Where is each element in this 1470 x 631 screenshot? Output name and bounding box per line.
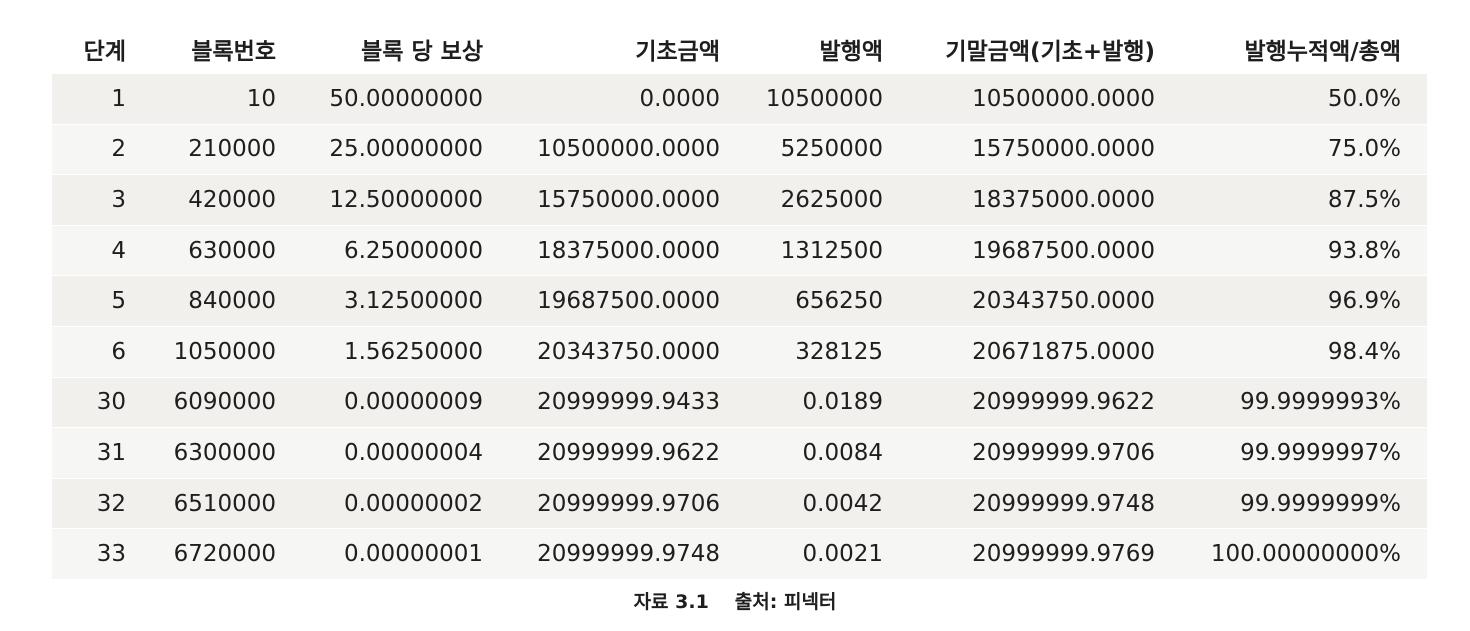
- table-row: 5 840000 3.12500000 19687500.0000 656250 2034…: [52, 275, 1427, 327]
- table-cell: 30: [52, 376, 134, 428]
- table-cell: 656250: [728, 275, 891, 327]
- table-cell: 99.9999997%: [1165, 427, 1427, 479]
- table-cell: 0.00000004: [284, 427, 491, 479]
- table-cell: 1: [52, 73, 134, 125]
- table-cell: 32: [52, 477, 134, 529]
- header-cell: 블록 당 보상: [361, 38, 483, 65]
- table-cell: 0.0000: [491, 73, 728, 125]
- table-cell: 6300000: [134, 427, 284, 479]
- table-cell: 25.00000000: [284, 123, 491, 175]
- table-cell: 20999999.9622: [491, 427, 728, 479]
- table-cell: 6090000: [134, 376, 284, 428]
- caption-label: 자료 3.1: [633, 591, 709, 613]
- table-row: 33 6720000 0.00000001 20999999.9748 0.0021 20…: [52, 528, 1427, 579]
- table-row: 30 6090000 0.00000009 20999999.9433 0.0189 20…: [52, 376, 1427, 428]
- header-cell: 기말금액(기초+발행): [945, 38, 1155, 65]
- table-row: 6 1050000 1.56250000 20343750.0000 328125 206…: [52, 325, 1427, 378]
- table-cell: 93.8%: [1165, 224, 1427, 276]
- table-cell: 10500000: [728, 73, 891, 125]
- data-table: 단계 블록번호 블록 당 보상 기초금액 발행액 기말금액(기초+발행) 발행누적액/총액 …: [52, 24, 1427, 579]
- table-cell: 6.25000000: [284, 224, 491, 276]
- table-cell: 33: [52, 528, 134, 579]
- table-cell: 50.0%: [1165, 73, 1427, 125]
- table-header: 단계 블록번호 블록 당 보상 기초금액 발행액 기말금액(기초+발행) 발행누적액/총액: [52, 24, 1427, 74]
- table-cell: 3: [52, 174, 134, 226]
- table-cell: 630000: [134, 224, 284, 276]
- table-cell: 20999999.9433: [491, 376, 728, 428]
- table-cell: 210000: [134, 123, 284, 175]
- table-cell: 96.9%: [1165, 275, 1427, 327]
- table-cell: 0.0189: [728, 376, 891, 428]
- table-row: 4 630000 6.25000000 18375000.0000 1312500 196…: [52, 224, 1427, 276]
- table-cell: 0.0042: [728, 477, 891, 529]
- table-cell: 18375000.0000: [491, 224, 728, 276]
- table-cell: 2: [52, 123, 134, 175]
- header-cell: 발행누적액/총액: [1244, 38, 1401, 65]
- table-cell: 420000: [134, 174, 284, 226]
- table-row: 2 210000 25.00000000 10500000.0000 5250000 15…: [52, 123, 1427, 175]
- header-cell: 단계: [83, 38, 126, 65]
- caption-source: 출처: 피넥터: [734, 591, 837, 613]
- table-cell: 0.00000002: [284, 477, 491, 529]
- table-cell: 99.9999999%: [1165, 477, 1427, 529]
- table-cell: 31: [52, 427, 134, 479]
- header-cell: 발행액: [819, 38, 883, 65]
- table-cell: 10500000.0000: [491, 123, 728, 175]
- table-cell: 20343750.0000: [891, 275, 1165, 327]
- table-cell: 840000: [134, 275, 284, 327]
- table-cell: 15750000.0000: [891, 123, 1165, 175]
- table-cell: 20999999.9622: [891, 376, 1165, 428]
- table-cell: 20999999.9769: [891, 528, 1165, 579]
- table-cell: 19687500.0000: [891, 224, 1165, 276]
- table-cell: 75.0%: [1165, 123, 1427, 175]
- table-cell: 98.4%: [1165, 325, 1427, 378]
- table-body: 1 10 50.00000000 0.0000 10500000 10500000.000…: [52, 73, 1427, 579]
- caption: 자료 3.1 출처: 피넥터: [0, 587, 1470, 614]
- table-row: 32 6510000 0.00000002 20999999.9706 0.0042 20…: [52, 477, 1427, 529]
- table-cell: 20999999.9706: [891, 427, 1165, 479]
- table-cell: 12.50000000: [284, 174, 491, 226]
- table-cell: 6720000: [134, 528, 284, 579]
- table-row: 31 6300000 0.00000004 20999999.9622 0.0084 20…: [52, 427, 1427, 479]
- table-cell: 0.00000001: [284, 528, 491, 579]
- table-cell: 20999999.9748: [891, 477, 1165, 529]
- header-row: 단계 블록번호 블록 당 보상 기초금액 발행액 기말금액(기초+발행) 발행누적액/총액: [52, 24, 1427, 74]
- table-cell: 5250000: [728, 123, 891, 175]
- table-cell: 19687500.0000: [491, 275, 728, 327]
- table-cell: 328125: [728, 325, 891, 378]
- table-cell: 6: [52, 325, 134, 378]
- table-cell: 4: [52, 224, 134, 276]
- table-cell: 0.0021: [728, 528, 891, 579]
- table-cell: 20999999.9706: [491, 477, 728, 529]
- table-cell: 10500000.0000: [891, 73, 1165, 125]
- table-cell: 100.00000000%: [1165, 528, 1427, 579]
- table-cell: 87.5%: [1165, 174, 1427, 226]
- table-cell: 0.00000009: [284, 376, 491, 428]
- header-cell: 기초금액: [635, 38, 720, 65]
- table-cell: 10: [134, 73, 284, 125]
- table-row: 1 10 50.00000000 0.0000 10500000 10500000.000…: [52, 73, 1427, 125]
- header-cell: 블록번호: [191, 38, 276, 65]
- table-cell: 1312500: [728, 224, 891, 276]
- table-cell: 18375000.0000: [891, 174, 1165, 226]
- table-cell: 20999999.9748: [491, 528, 728, 579]
- table-cell: 50.00000000: [284, 73, 491, 125]
- table-cell: 6510000: [134, 477, 284, 529]
- table-cell: 1050000: [134, 325, 284, 378]
- table-cell: 99.9999993%: [1165, 376, 1427, 428]
- table-cell: 2625000: [728, 174, 891, 226]
- table-cell: 0.0084: [728, 427, 891, 479]
- table-cell: 1.56250000: [284, 325, 491, 378]
- table-cell: 3.12500000: [284, 275, 491, 327]
- table-cell: 5: [52, 275, 134, 327]
- table-cell: 20671875.0000: [891, 325, 1165, 378]
- table-cell: 15750000.0000: [491, 174, 728, 226]
- table-cell: 20343750.0000: [491, 325, 728, 378]
- table-row: 3 420000 12.50000000 15750000.0000 2625000 18…: [52, 174, 1427, 226]
